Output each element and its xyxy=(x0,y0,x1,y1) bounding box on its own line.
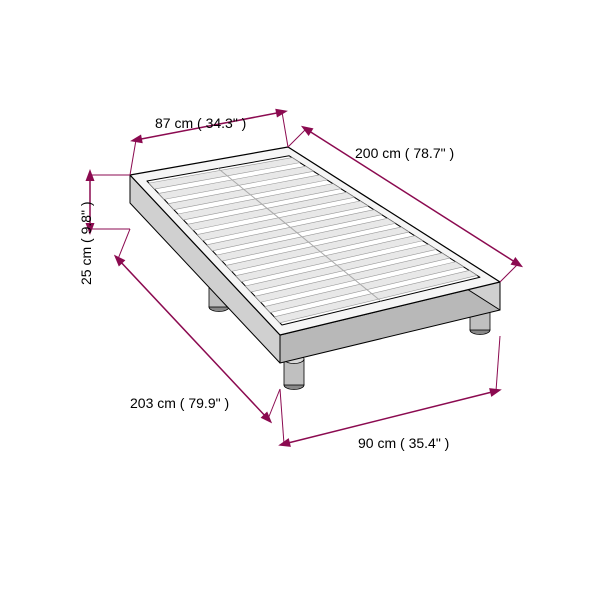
bed-frame-svg xyxy=(0,0,600,600)
dim-inner-width-label: 87 cm ( 34.3" ) xyxy=(155,115,246,131)
dim-outer-width-label: 90 cm ( 35.4" ) xyxy=(358,435,449,451)
dim-depth-label: 203 cm ( 79.9" ) xyxy=(130,395,229,411)
diagram-canvas: 87 cm ( 34.3" ) 200 cm ( 78.7" ) 25 cm (… xyxy=(0,0,600,600)
dim-outer-length-label: 200 cm ( 78.7" ) xyxy=(355,145,454,161)
dim-height-label: 25 cm ( 9.8" ) xyxy=(78,201,94,285)
